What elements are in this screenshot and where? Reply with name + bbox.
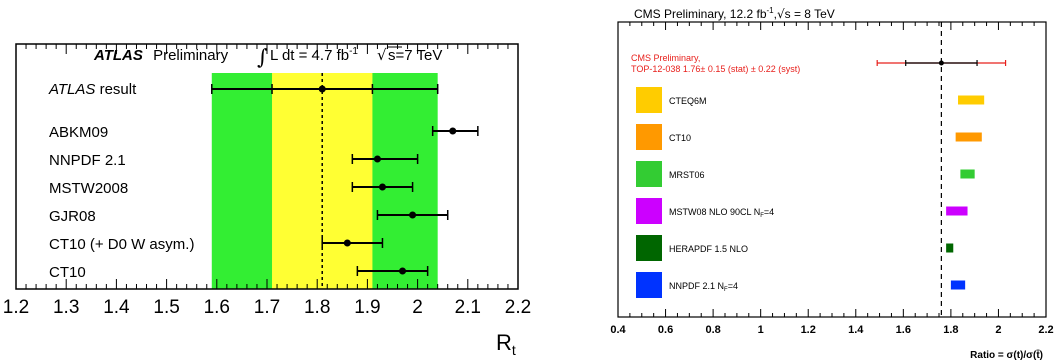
cms-x-tick-label: 1.8 xyxy=(943,324,958,336)
atlas-x-tick-label: 1.4 xyxy=(103,297,130,318)
atlas-prediction-point xyxy=(378,183,386,191)
atlas-panel: 1.2 1.3 1.4 1.5 1.6 1.7 1.8 1.9 2 2.1 2.2 ABKM09 NN… xyxy=(3,43,531,358)
atlas-result-label: ATLAS result xyxy=(48,81,137,98)
atlas-x-tick-label: 1.2 xyxy=(3,297,29,318)
cms-prediction-label: MSTW08 NLO 90CL NF=4 xyxy=(669,207,774,219)
atlas-prediction-point xyxy=(373,155,381,163)
cms-prediction-bar xyxy=(946,243,954,253)
cms-prediction-label: MRST06 xyxy=(669,170,705,180)
atlas-prediction-label: ABKM09 xyxy=(49,124,108,141)
cms-x-tick-label: 1.2 xyxy=(801,324,816,336)
atlas-predictions: ABKM09 NNPDF 2.1 MSTW2008 GJR08 CT10 (+ D0 W… xyxy=(49,84,479,281)
atlas-prediction-label: NNPDF 2.1 xyxy=(49,152,126,169)
cms-prediction-bar xyxy=(950,280,966,290)
cms-header: CMS Preliminary, 12.2 fb-1,√s = 8 TeV xyxy=(634,6,835,21)
cms-panel: CMS Preliminary, 12.2 fb-1,√s = 8 TeV 0.… xyxy=(610,6,1053,361)
atlas-x-axis-label-sub: t xyxy=(512,342,516,358)
atlas-x-ticks: 1.2 1.3 1.4 1.5 1.6 1.7 1.8 1.9 2 2.1 2.2 xyxy=(3,44,531,318)
atlas-prediction-label: GJR08 xyxy=(49,208,96,225)
atlas-result-suffix: result xyxy=(95,81,137,98)
cms-x-tick-label: 2.2 xyxy=(1038,324,1053,336)
atlas-x-tick-label: 2.2 xyxy=(505,297,531,318)
cms-prediction-label-suffix: =4 xyxy=(764,207,774,217)
atlas-x-tick-label: 1.7 xyxy=(254,297,280,318)
cms-prediction-label: NNPDF 2.1 NF=4 xyxy=(669,281,738,293)
cms-x-tick-label: 0.4 xyxy=(610,324,626,336)
cms-x-ticks: 0.4 0.6 0.8 1 1.2 1.4 1.6 1.8 2 2.2 xyxy=(610,22,1054,336)
cms-x-axis-label: Ratio = σ(t)/σ(t̄) xyxy=(970,349,1043,361)
atlas-logo-text: ATLAS xyxy=(93,47,143,64)
cms-prediction-bar xyxy=(955,132,982,142)
cms-x-tick-label: 2 xyxy=(995,324,1001,336)
cms-x-tick-label: 1 xyxy=(758,324,764,336)
cms-prediction-label: CT10 xyxy=(669,133,691,143)
cms-prediction-label-suffix: =4 xyxy=(728,281,738,291)
atlas-prediction-point xyxy=(343,239,351,247)
cms-prediction-legend-swatch xyxy=(636,198,662,224)
cms-header-sup: -1 xyxy=(767,6,775,15)
cms-measurement-label-line2: TOP-12-038 1.76± 0.15 (stat) ± 0.22 (sys… xyxy=(631,64,800,74)
cms-predictions: CTEQ6M CT10 MRST06 MSTW08 NLO 90CL NF=4 HERA… xyxy=(636,22,1007,317)
atlas-sqrt-sign: √ xyxy=(377,46,387,64)
atlas-x-tick-label: 2 xyxy=(412,297,423,318)
atlas-measurement-point xyxy=(318,85,326,93)
cms-x-tick-label: 1.4 xyxy=(848,324,864,336)
cms-prediction-legend-swatch xyxy=(636,272,662,298)
cms-prediction-legend-swatch xyxy=(636,161,662,187)
atlas-result-italic: ATLAS xyxy=(48,81,95,98)
atlas-uncertainty-bands xyxy=(211,73,438,289)
atlas-title: Preliminary xyxy=(153,47,229,64)
cms-header-energy: s = 8 TeV xyxy=(785,7,835,21)
atlas-energy: s=7 TeV xyxy=(388,47,442,64)
cms-prediction-label-sub: F xyxy=(724,287,728,293)
atlas-x-tick-label: 1.3 xyxy=(53,297,79,318)
cms-x-tick-label: 1.6 xyxy=(896,324,911,336)
cms-sqrt-sign: √ xyxy=(777,7,785,21)
cms-prediction-legend-swatch xyxy=(636,87,662,113)
atlas-x-axis-label: Rt xyxy=(496,330,516,358)
cms-prediction-label-sub: F xyxy=(760,213,764,219)
cms-prediction-bar xyxy=(958,95,985,105)
atlas-prediction-label: MSTW2008 xyxy=(49,180,128,197)
atlas-prediction-point xyxy=(449,127,457,135)
atlas-x-tick-label: 1.5 xyxy=(153,297,179,318)
atlas-x-tick-label: 1.9 xyxy=(354,297,380,318)
atlas-prediction-point xyxy=(399,267,407,275)
cms-measurement-label-line1: CMS Preliminary, xyxy=(631,53,700,63)
atlas-lumi-sup: -1 xyxy=(349,46,358,57)
atlas-integral-sign: ∫ xyxy=(257,45,268,69)
cms-x-tick-label: 0.6 xyxy=(658,324,673,336)
cms-prediction-bar xyxy=(960,169,975,179)
cms-prediction-legend-swatch xyxy=(636,235,662,261)
cms-prediction-legend-swatch xyxy=(636,124,662,150)
cms-x-tick-label: 0.8 xyxy=(705,324,720,336)
cms-prediction-label: CTEQ6M xyxy=(669,96,707,106)
cms-prediction-label: HERAPDF 1.5 NLO xyxy=(669,244,748,254)
atlas-x-tick-label: 1.6 xyxy=(204,297,230,318)
atlas-header: ATLAS Preliminary xyxy=(93,47,229,64)
atlas-prediction-point xyxy=(409,211,417,219)
atlas-prediction-label: CT10 xyxy=(49,264,86,281)
atlas-lumi: L dt = 4.7 fb-1 xyxy=(270,46,358,64)
atlas-x-tick-label: 2.1 xyxy=(455,297,481,318)
atlas-prediction-label: CT10 (+ D0 W asym.) xyxy=(49,236,194,253)
cms-prediction-bar xyxy=(946,206,968,216)
cms-header-comma: , xyxy=(774,7,777,21)
cms-measurement-point xyxy=(938,60,944,66)
atlas-x-tick-label: 1.8 xyxy=(304,297,330,318)
